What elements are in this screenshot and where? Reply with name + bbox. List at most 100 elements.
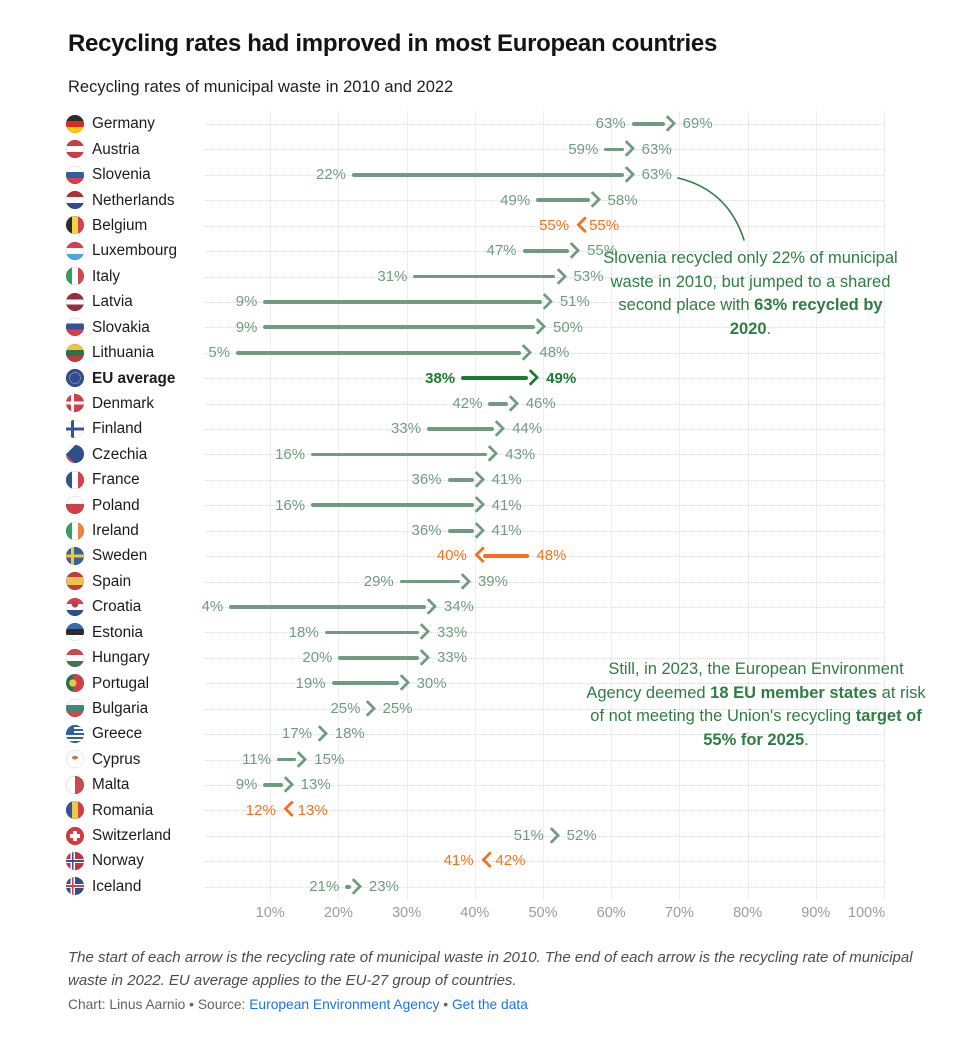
flag-austria-icon <box>66 140 84 159</box>
axis-tick-100: 100% <box>848 905 886 921</box>
arrow-shaft-eu-average <box>461 376 529 381</box>
country-row-czechia: Czechia 16% 43% <box>0 442 960 467</box>
value-2010-label: 9% <box>235 318 258 336</box>
country-row-malta: Malta 9% 13% <box>0 772 960 797</box>
row-leader-line <box>205 810 884 812</box>
row-leader-line <box>205 861 884 863</box>
value-2022-label: 48% <box>539 344 570 362</box>
value-2010-label: 36% <box>411 471 442 489</box>
flag-france-icon <box>66 470 84 489</box>
value-2022-label: 18% <box>334 725 365 743</box>
value-2022-label: 23% <box>368 877 399 895</box>
annotation-text-segment: 63% recycled by 2020 <box>729 296 883 338</box>
arrow-shaft-estonia <box>324 630 420 635</box>
value-2010-label: 42% <box>452 394 483 412</box>
arrow-shaft-sweden <box>482 554 530 559</box>
value-2010-label: 9% <box>235 776 258 794</box>
source-link[interactable]: European Environment Agency <box>249 997 440 1012</box>
country-label-italy: Italy <box>92 267 121 285</box>
value-2010-label: 4% <box>201 598 224 616</box>
value-2010-label: 21% <box>309 877 340 895</box>
annotation-text-segment: . <box>766 319 772 338</box>
row-leader-line <box>205 479 884 481</box>
value-2010-label: 19% <box>295 674 326 692</box>
value-2010-label: 9% <box>235 293 258 311</box>
value-2010-label: 25% <box>330 699 361 717</box>
country-label-belgium: Belgium <box>92 216 148 234</box>
axis-tick-30: 30% <box>392 905 422 921</box>
row-leader-line <box>205 784 884 786</box>
flag-ireland-icon <box>66 521 84 540</box>
country-label-finland: Finland <box>92 420 143 438</box>
country-row-denmark: Denmark 42% 46% <box>0 391 960 416</box>
arrow-shaft-netherlands <box>536 198 590 203</box>
value-2010-label: 31% <box>377 267 408 285</box>
value-2022-label: 63% <box>641 140 672 158</box>
flag-norway-icon <box>66 851 84 870</box>
value-2010-label: 11% <box>242 750 272 768</box>
country-row-luxembourg: Luxembourg 47% 55% <box>0 238 960 263</box>
axis-tick-10: 10% <box>255 905 285 921</box>
axis-tick-80: 80% <box>733 905 763 921</box>
country-label-latvia: Latvia <box>92 293 133 311</box>
row-leader-line <box>205 657 884 659</box>
arrow-shaft-italy <box>413 274 556 279</box>
dumbbell-arrow-chart: 10% 20% 30% 40% 50% 60% 70% 80% 90% 100% Germany 63… <box>0 111 960 921</box>
country-row-croatia: Croatia 4% 34% <box>0 594 960 619</box>
country-row-hungary: Hungary 20% 33% <box>0 645 960 670</box>
country-label-poland: Poland <box>92 496 140 514</box>
credit-separator-1: • <box>185 997 198 1012</box>
flag-latvia-icon <box>66 292 84 311</box>
flag-czechia-icon <box>66 445 84 464</box>
country-row-estonia: Estonia 18% 33% <box>0 620 960 645</box>
value-2022-label: 46% <box>525 394 556 412</box>
value-2022-label: 55% <box>587 242 618 260</box>
arrow-head-greece <box>311 725 328 742</box>
flag-lithuania-icon <box>66 343 84 362</box>
row-leader-line <box>205 581 884 583</box>
arrow-shaft-austria <box>604 147 624 152</box>
arrow-shaft-croatia <box>229 605 426 609</box>
flag-poland-icon <box>66 496 84 515</box>
value-2022-label: 63% <box>641 166 672 184</box>
flag-switzerland-icon <box>66 826 84 845</box>
value-2022-label: 15% <box>314 750 345 768</box>
country-row-austria: Austria 59% 63% <box>0 137 960 162</box>
get-the-data-link[interactable]: Get the data <box>451 997 528 1012</box>
flag-estonia-icon <box>66 623 84 642</box>
annotation-text-segment: . <box>804 730 809 749</box>
value-2022-label: 43% <box>505 445 536 463</box>
country-label-czechia: Czechia <box>92 445 148 463</box>
flag-germany-icon <box>66 114 84 133</box>
arrow-shaft-finland <box>427 427 495 431</box>
value-2010-label: 16% <box>275 496 306 514</box>
country-row-belgium: Belgium 55% 55% <box>0 213 960 238</box>
country-row-ireland: Ireland 36% 41% <box>0 518 960 543</box>
arrow-shaft-slovenia <box>352 172 624 177</box>
flag-hungary-icon <box>66 648 84 667</box>
country-row-lithuania: Lithuania 5% 48% <box>0 340 960 365</box>
value-2022-label: 58% <box>607 191 638 209</box>
arrow-shaft-cyprus <box>277 757 297 762</box>
footnote: The start of each arrow is the recycling… <box>68 949 913 989</box>
flag-slovenia-icon <box>66 165 84 184</box>
country-label-portugal: Portugal <box>92 674 149 692</box>
flag-sweden-icon <box>66 546 84 565</box>
row-leader-line <box>205 632 884 634</box>
value-2022-label: 33% <box>437 649 468 667</box>
value-2022-label: 41% <box>491 496 522 514</box>
arrow-shaft-france <box>447 477 474 482</box>
flag-belgium-icon <box>66 216 84 235</box>
country-label-estonia: Estonia <box>92 623 144 641</box>
arrow-head-switzerland <box>543 826 560 843</box>
country-row-latvia: Latvia 9% 51% <box>0 289 960 314</box>
flag-spain-icon <box>66 572 84 591</box>
country-label-lithuania: Lithuania <box>92 344 155 362</box>
value-2022-label: 53% <box>573 267 604 285</box>
country-label-ireland: Ireland <box>92 522 139 540</box>
axis-tick-90: 90% <box>801 905 831 921</box>
value-2010-label: 29% <box>363 572 394 590</box>
country-label-eu-average: EU average <box>92 369 176 387</box>
chart-subtitle: Recycling rates of municipal waste in 20… <box>68 78 454 96</box>
